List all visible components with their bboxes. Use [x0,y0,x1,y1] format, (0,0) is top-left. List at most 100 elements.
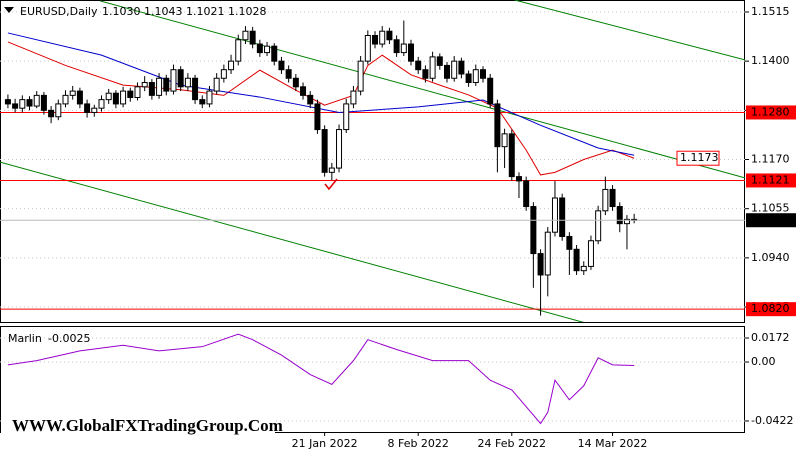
bid-label: 1.1028 [751,213,790,226]
level-label: 1.0820 [751,302,790,315]
candle-body [602,188,609,212]
candle-body [616,206,623,225]
candle-body [530,206,537,255]
candle-body [271,45,278,62]
candle-body [515,176,522,182]
candle-body [400,43,407,54]
candle-body [580,265,587,272]
candle-body [127,90,134,98]
candle-body [213,77,220,92]
candle-body [364,34,371,62]
candle-body [508,133,515,178]
candle-body [393,39,400,54]
x-tick-label: 21 Jan 2022 [292,437,358,450]
candle-body [573,248,580,272]
candle-body [494,103,501,148]
candle-body [623,218,630,225]
candle-body [26,99,33,107]
candle-body [314,103,321,131]
candle-body [220,69,227,79]
candle-body [544,231,551,276]
candle-body [84,103,91,113]
symbol: EURUSD,Daily [20,5,98,18]
candle-body [472,69,479,84]
y-tick-label: 1.1055 [751,202,790,215]
candle-body [487,77,494,105]
candle-body [19,99,26,109]
candle-body [148,82,155,96]
candle-body [228,60,235,71]
candle-body [566,235,573,250]
candle-body [537,253,544,276]
candle-body [444,64,450,79]
y-tick-label: 0.0172 [751,331,790,344]
candle-body [235,39,242,62]
main-plot [0,0,745,322]
ohlc: 1.1030 1.1043 1.1021 1.1028 [102,5,266,18]
candle-body [141,82,148,88]
candle-body [292,77,299,88]
candle-body [249,30,256,45]
candle-body [386,30,393,41]
x-tick-label: 8 Feb 2022 [387,437,448,450]
candle-body [350,90,357,105]
candle-body [40,94,47,111]
candle-body [307,94,314,105]
candle-body [264,45,271,54]
y-tick-label: 1.1170 [751,153,790,166]
candle-body [609,188,616,208]
candle-body [285,69,292,79]
candle-body [321,129,328,173]
candle-body [55,103,62,118]
main-panel [0,0,745,323]
candle-body [184,77,191,88]
y-tick-label: 0.00 [751,355,776,368]
candle-body [595,210,602,242]
watermark: WWW.GlobalFXTradingGroup.Com [12,416,283,435]
trendline [99,0,745,179]
candle-body [112,92,119,105]
candle-body [163,77,170,92]
candle-body [12,103,19,109]
watermark-box [1,409,275,442]
moving-average [7,32,635,156]
candle-body [192,77,199,101]
candle-body [501,133,508,148]
y-tick-label: -0.0422 [751,414,793,427]
candle-body [357,60,364,92]
candle-body [69,90,76,96]
indicator-line [7,333,635,425]
menu-arrow[interactable] [4,7,14,13]
indicator-value: -0.0025 [48,332,90,345]
candle-body [379,30,386,45]
candle-body [587,240,594,267]
candle-body [156,77,163,96]
candle-body [408,43,415,62]
candle-body [170,69,177,92]
candle-body [343,103,350,131]
candle-body [328,167,335,173]
candle-body [48,109,55,118]
candle-body [465,73,472,84]
candle-body [458,60,465,75]
candle-body [256,43,263,54]
level-box [746,105,796,120]
candle-body [523,180,530,208]
candle-body [372,34,379,45]
bid-box [746,213,796,228]
check-mark [324,178,338,191]
trendline [514,0,745,61]
level-box [746,173,796,188]
candle-body [242,30,249,41]
trendline [0,161,584,322]
candle-body [120,90,127,105]
candle-body [422,69,429,79]
x-tick-label: 24 Feb 2022 [478,437,546,450]
indicator-name: Marlin [8,332,42,345]
candle-body [451,60,458,79]
level-label: 1.1280 [751,105,790,118]
candle-body [76,90,83,105]
candle-body [91,107,98,113]
candle-body [134,86,141,98]
